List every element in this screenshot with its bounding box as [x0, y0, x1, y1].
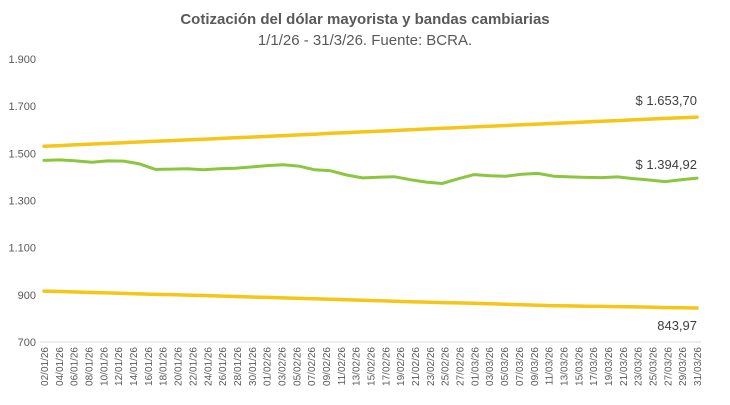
- x-tick-label: 03/03/26: [485, 347, 496, 386]
- x-tick-label: 29/03/26: [678, 347, 689, 386]
- x-tick-label: 15/02/26: [367, 347, 378, 386]
- data-label-lower-band-end: 843,97: [657, 318, 697, 333]
- x-tick-label: 22/01/26: [188, 347, 199, 386]
- chart-subtitle: 1/1/26 - 31/3/26. Fuente: BCRA.: [258, 32, 472, 49]
- x-tick-label: 04/01/26: [55, 347, 66, 386]
- x-tick-label: 01/03/26: [470, 347, 481, 386]
- x-tick-label: 10/01/26: [99, 347, 110, 386]
- y-tick-label: 700: [18, 337, 36, 349]
- x-tick-label: 19/03/26: [604, 347, 615, 386]
- x-tick-label: 21/03/26: [619, 347, 630, 386]
- y-tick-label: 1.900: [8, 54, 36, 66]
- x-tick-label: 26/01/26: [218, 347, 229, 386]
- x-tick-label: 25/02/26: [441, 347, 452, 386]
- x-tick-label: 13/03/26: [559, 347, 570, 386]
- x-tick-label: 17/02/26: [381, 347, 392, 386]
- x-tick-label: 21/02/26: [411, 347, 422, 386]
- y-tick-label: 1.700: [8, 101, 36, 113]
- x-tick-label: 05/03/26: [500, 347, 511, 386]
- x-tick-label: 14/01/26: [129, 347, 140, 386]
- x-tick-label: 13/02/26: [352, 347, 363, 386]
- x-tick-label: 24/01/26: [203, 347, 214, 386]
- x-tick-label: 15/03/26: [574, 347, 585, 386]
- x-tick-label: 09/03/26: [530, 347, 541, 386]
- x-tick-label: 07/03/26: [515, 347, 526, 386]
- x-tick-label: 07/02/26: [307, 347, 318, 386]
- x-tick-label: 27/03/26: [663, 347, 674, 386]
- y-tick-label: 1.100: [8, 243, 36, 255]
- y-axis: 700 900 1.100 1.300 1.500 1.700 1.900: [8, 54, 36, 349]
- x-tick-label: 31/03/26: [693, 347, 704, 386]
- x-tick-label: 19/02/26: [396, 347, 407, 386]
- x-tick-label: 23/03/26: [634, 347, 645, 386]
- data-label-dollar-end: $ 1.394,92: [636, 157, 697, 172]
- x-tick-label: 18/01/26: [159, 347, 170, 386]
- x-tick-label: 20/01/26: [174, 347, 185, 386]
- x-tick-label: 11/02/26: [337, 347, 348, 386]
- y-tick-label: 900: [18, 290, 36, 302]
- x-tick-label: 11/03/26: [545, 347, 556, 386]
- x-tick-label: 08/01/26: [85, 347, 96, 386]
- series-group: [42, 115, 699, 310]
- x-tick-label: 03/02/26: [277, 347, 288, 386]
- x-tick-label: 05/02/26: [292, 347, 303, 386]
- chart-title: Cotización del dólar mayorista y bandas …: [180, 11, 549, 28]
- x-tick-label: 02/01/26: [40, 347, 51, 386]
- x-tick-label: 23/02/26: [426, 347, 437, 386]
- upper-band-line: [42, 115, 699, 149]
- x-tick-label: 01/02/26: [263, 347, 274, 386]
- lower-band-line: [42, 289, 699, 310]
- x-tick-label: 25/03/26: [648, 347, 659, 386]
- x-axis: 02/01/26 04/01/26 06/01/26 08/01/26 10/01/26…: [40, 347, 704, 386]
- x-tick-label: 28/01/26: [233, 347, 244, 386]
- dollar-line: [42, 158, 699, 185]
- y-tick-label: 1.500: [8, 148, 36, 160]
- x-tick-label: 17/03/26: [589, 347, 600, 386]
- y-tick-label: 1.300: [8, 196, 36, 208]
- x-tick-label: 09/02/26: [322, 347, 333, 386]
- x-tick-label: 27/02/26: [456, 347, 467, 386]
- x-tick-label: 12/01/26: [114, 347, 125, 386]
- x-tick-label: 16/01/26: [144, 347, 155, 386]
- data-label-upper-band-end: $ 1.653,70: [636, 93, 697, 108]
- x-tick-label: 06/01/26: [70, 347, 81, 386]
- x-tick-label: 30/01/26: [248, 347, 259, 386]
